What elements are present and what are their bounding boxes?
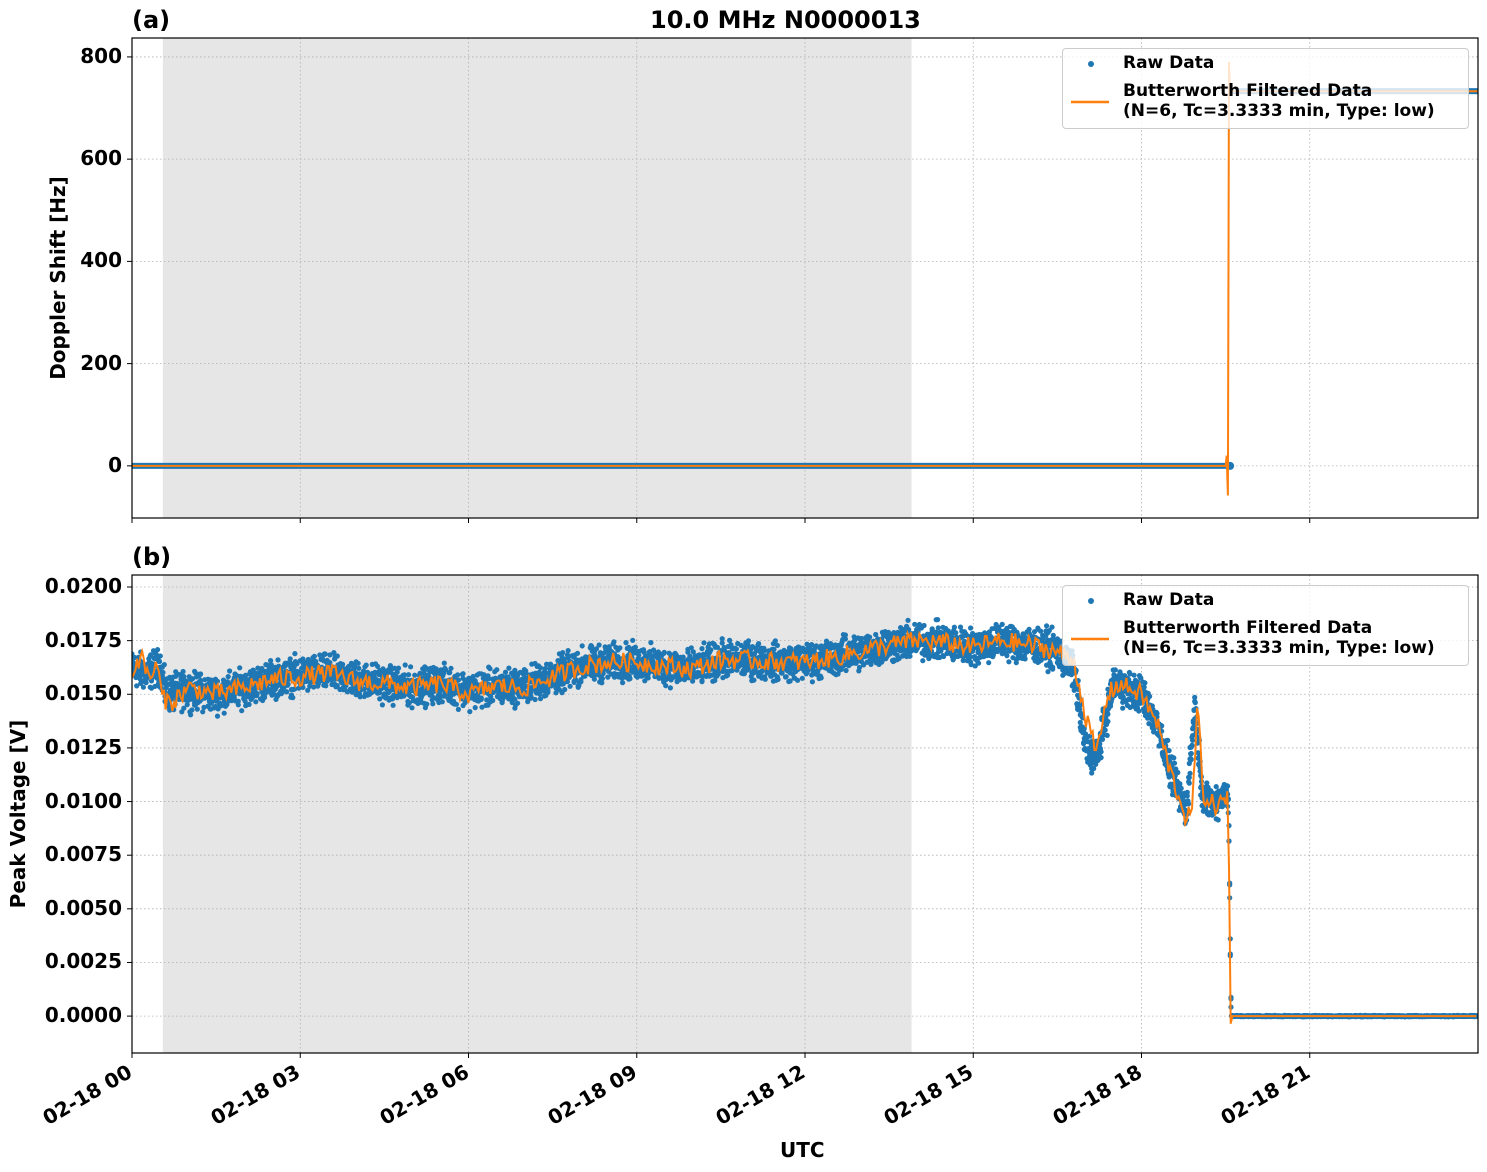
x-axis-label: UTC — [780, 1138, 825, 1162]
y-tick-label: 0.0075 — [44, 842, 122, 867]
chart-title: 10.0 MHz N0000013 — [650, 6, 921, 34]
raw-data-marker-icon — [1088, 598, 1094, 604]
legend-filtered-label-2: (N=6, Tc=3.3333 min, Type: low) — [1123, 638, 1435, 658]
legend-b: Raw Data Butterworth Filtered Data (N=6,… — [1062, 585, 1469, 666]
legend-filtered-label-2: (N=6, Tc=3.3333 min, Type: low) — [1123, 101, 1435, 121]
y-tick-label: 0.0025 — [44, 949, 122, 974]
y-axis-label-b: Peak Voltage [V] — [6, 719, 30, 909]
y-tick-label: 400 — [80, 248, 122, 273]
y-tick-label: 200 — [80, 350, 122, 375]
legend-a: Raw Data Butterworth Filtered Data (N=6,… — [1062, 48, 1469, 129]
y-tick-label: 0.0000 — [44, 1003, 122, 1028]
shaded-region — [162, 38, 912, 518]
plot-panel-b — [127, 574, 1479, 1058]
y-tick-label: 800 — [80, 43, 122, 68]
y-tick-label: 600 — [80, 146, 122, 171]
legend-markers-b — [1071, 598, 1109, 641]
legend-filtered-label-1: Butterworth Filtered Data — [1123, 81, 1373, 101]
filtered-data-series — [132, 629, 1477, 1024]
panel-label-b: (b) — [132, 543, 172, 571]
legend-filtered-label-1: Butterworth Filtered Data — [1123, 618, 1373, 638]
y-tick-label: 0.0200 — [44, 574, 122, 598]
y-tick-label: 0.0100 — [44, 788, 122, 813]
panel-label-a: (a) — [132, 6, 171, 34]
y-tick-label: 0.0150 — [44, 681, 122, 706]
legend-raw-label: Raw Data — [1123, 53, 1215, 73]
y-tick-label: 0.0125 — [44, 734, 122, 759]
y-tick-label: 0.0050 — [44, 895, 122, 920]
raw-data-marker-icon — [1088, 61, 1094, 67]
legend-raw-label: Raw Data — [1123, 590, 1215, 610]
y-tick-label: 0.0175 — [44, 627, 122, 652]
y-axis-label-a: Doppler Shift [Hz] — [46, 176, 70, 380]
y-tick-label: 0 — [108, 452, 122, 477]
legend-markers-a — [1071, 61, 1109, 104]
